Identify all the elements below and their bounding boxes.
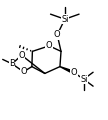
Polygon shape [60, 67, 74, 74]
Text: Si: Si [61, 15, 68, 24]
Text: O: O [46, 41, 52, 50]
Text: B: B [9, 59, 15, 68]
Text: O: O [18, 51, 25, 60]
Text: O: O [20, 67, 27, 76]
Text: Si: Si [80, 75, 87, 84]
Text: O: O [71, 68, 77, 77]
Text: O: O [54, 30, 61, 39]
